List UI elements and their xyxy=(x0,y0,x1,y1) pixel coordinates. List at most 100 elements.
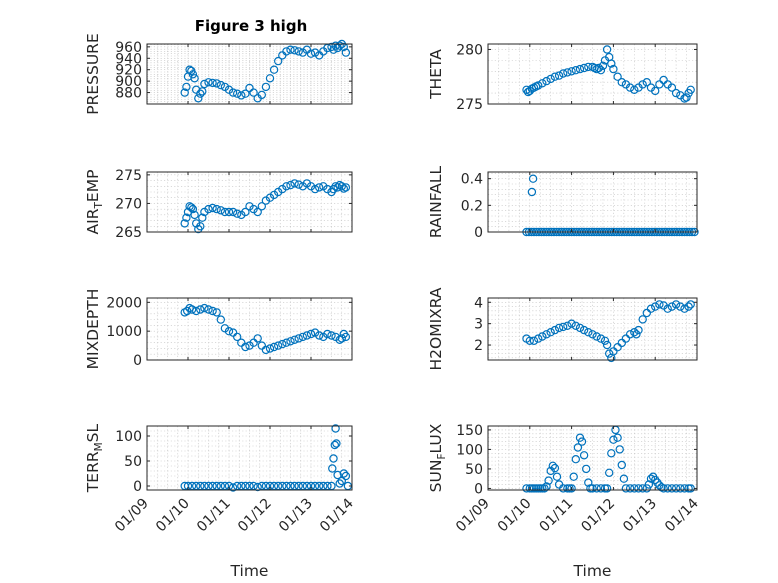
data-point xyxy=(605,349,614,358)
data-point xyxy=(341,471,351,481)
chart-panel-air_temp: 265 270 275 AIRTEMP xyxy=(84,168,353,241)
data-point xyxy=(198,87,207,96)
data-point xyxy=(187,305,197,314)
data-point xyxy=(328,464,337,473)
chart-panel-theta: 275 280 THETA xyxy=(427,42,698,113)
data-point xyxy=(594,63,604,73)
data-point xyxy=(190,74,199,83)
data-point xyxy=(196,305,205,314)
data-point xyxy=(282,47,291,56)
data-point xyxy=(253,207,262,217)
data-point xyxy=(302,331,312,340)
data-point xyxy=(337,334,346,343)
data-point xyxy=(249,88,258,97)
chart-panel-terr_msl: 0 50 100 01/09 01/10 01/11 01/12 01/13 01/14 TERR… xyxy=(84,423,357,580)
data-point xyxy=(550,325,560,335)
y-axis-label: THETA xyxy=(427,49,445,100)
data-point xyxy=(544,476,553,485)
data-point xyxy=(241,89,250,98)
data-point xyxy=(598,61,608,71)
y-tick-label: 0 xyxy=(474,481,483,497)
data-point xyxy=(228,88,238,97)
data-point xyxy=(290,335,299,344)
data-point xyxy=(642,77,652,87)
data-point xyxy=(646,304,656,313)
y-tick-label: 0.4 xyxy=(461,172,483,188)
data-point xyxy=(194,94,203,103)
data-point xyxy=(253,482,262,492)
data-point xyxy=(200,79,209,89)
data-point xyxy=(613,433,622,442)
plot-frame xyxy=(487,425,698,491)
data-point xyxy=(676,484,685,493)
data-point xyxy=(265,74,275,83)
x-tick-label: 01/09 xyxy=(453,496,493,536)
y-tick-label: 2000 xyxy=(106,295,142,311)
y-tick-label: 265 xyxy=(115,225,142,241)
data-point xyxy=(667,83,677,92)
data-point xyxy=(619,474,629,483)
data-point xyxy=(333,470,342,480)
chart-panel-rainfall: 0 0.2 0.4 RAINFALL xyxy=(427,165,699,241)
data-point xyxy=(596,65,606,75)
data-point xyxy=(241,342,250,352)
data-point xyxy=(686,300,695,309)
data-point xyxy=(559,484,568,493)
x-tick-label: 01/12 xyxy=(235,496,275,536)
data-point xyxy=(638,484,647,493)
data-point xyxy=(630,328,639,337)
data-point xyxy=(592,484,601,493)
plot-frame xyxy=(146,425,353,491)
data-point xyxy=(680,484,689,493)
data-point xyxy=(241,207,250,217)
data-point xyxy=(546,466,555,476)
data-point xyxy=(534,334,543,343)
y-tick-label: 0 xyxy=(133,479,142,495)
data-point xyxy=(613,72,622,81)
x-tick-label: 01/14 xyxy=(317,495,357,535)
data-point xyxy=(190,210,199,220)
data-point xyxy=(644,480,654,489)
data-point xyxy=(208,306,217,316)
data-point xyxy=(191,306,201,316)
y-axis-label: AIRTEMP xyxy=(84,170,105,235)
data-point xyxy=(327,331,336,340)
data-point xyxy=(582,464,591,474)
y-tick-label: 150 xyxy=(456,423,483,439)
data-point xyxy=(653,478,662,487)
data-point xyxy=(607,449,616,458)
data-point xyxy=(269,342,279,352)
data-point xyxy=(329,45,338,54)
data-point xyxy=(220,207,230,217)
data-point xyxy=(588,484,597,493)
y-tick-label: 880 xyxy=(115,86,142,102)
data-point xyxy=(208,203,217,213)
data-point xyxy=(567,484,576,493)
data-point xyxy=(567,67,576,76)
data-point xyxy=(315,331,324,340)
data-point xyxy=(306,49,316,58)
data-series-sun_flux xyxy=(522,425,695,493)
chart-panel-h2omixra: 2 3 4 H2OMIXRA xyxy=(427,287,698,371)
data-point xyxy=(261,82,271,92)
data-point xyxy=(588,330,597,339)
data-point xyxy=(548,461,558,470)
data-point xyxy=(212,204,221,214)
data-point xyxy=(567,319,576,328)
y-axis-label: PRESSURE xyxy=(84,33,102,115)
data-point xyxy=(671,484,681,493)
data-point xyxy=(613,343,622,352)
data-point xyxy=(579,325,589,335)
data-point xyxy=(261,345,271,355)
data-point xyxy=(212,79,221,88)
data-point xyxy=(655,300,664,309)
data-point xyxy=(577,437,587,446)
x-tick-label: 01/10 xyxy=(495,496,535,536)
y-tick-label: 960 xyxy=(115,40,142,56)
y-axis-label: SUNFLUX xyxy=(427,423,448,492)
data-point xyxy=(180,219,189,228)
data-point xyxy=(257,90,266,100)
data-point xyxy=(638,315,647,324)
